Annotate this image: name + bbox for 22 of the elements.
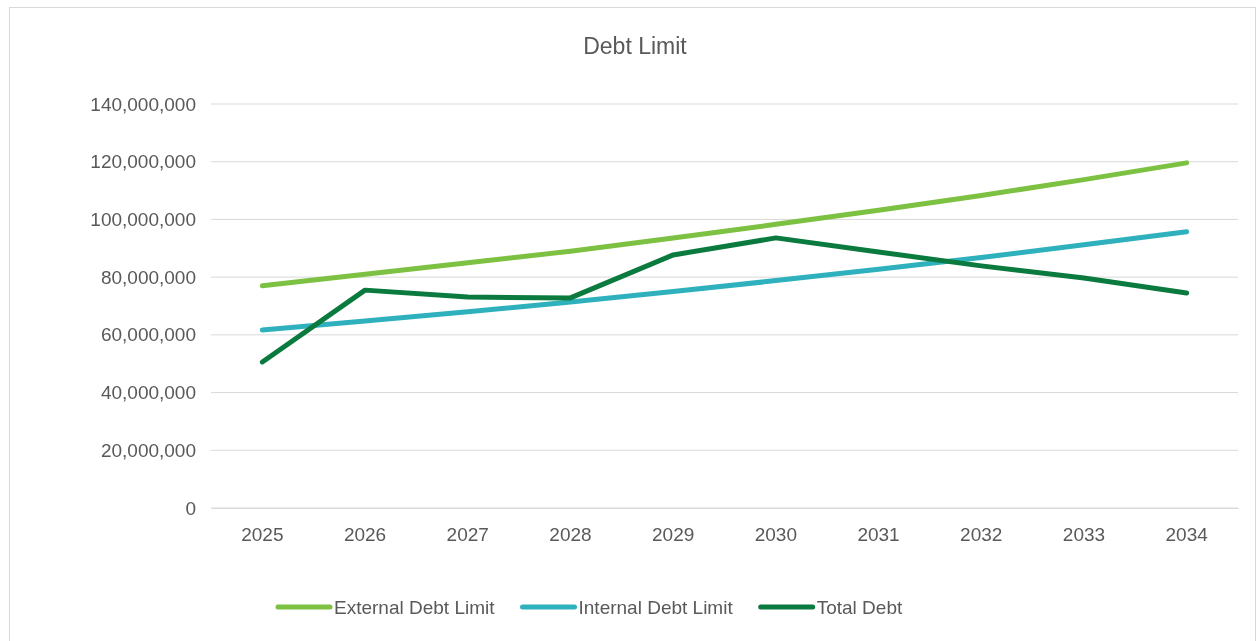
x-tick-label: 2027 [446, 524, 489, 546]
legend-label: Internal Debt Limit [578, 597, 734, 618]
x-tick-label: 2029 [652, 524, 695, 546]
y-tick-label: 40,000,000 [100, 382, 196, 404]
y-tick-label: 60,000,000 [100, 324, 196, 346]
y-tick-label: 20,000,000 [100, 439, 196, 461]
legend-label: External Debt Limit [334, 597, 496, 618]
x-tick-label: 2031 [857, 524, 900, 546]
x-tick-label: 2030 [754, 524, 797, 546]
chart-title: Debt Limit [583, 33, 688, 59]
x-tick-label: 2033 [1062, 524, 1106, 546]
y-tick-label: 80,000,000 [100, 266, 196, 288]
y-tick-label: 120,000,000 [90, 151, 196, 173]
x-tick-label: 2026 [343, 524, 387, 546]
y-tick-label: 0 [185, 497, 196, 519]
y-tick-label: 100,000,000 [90, 209, 196, 231]
x-tick-label: 2025 [241, 524, 284, 546]
x-tick-label: 2028 [549, 524, 592, 546]
legend-label: Total Debt [816, 597, 903, 618]
y-tick-label: 140,000,000 [90, 93, 196, 115]
x-tick-label: 2034 [1165, 524, 1209, 546]
x-tick-label: 2032 [960, 524, 1003, 546]
